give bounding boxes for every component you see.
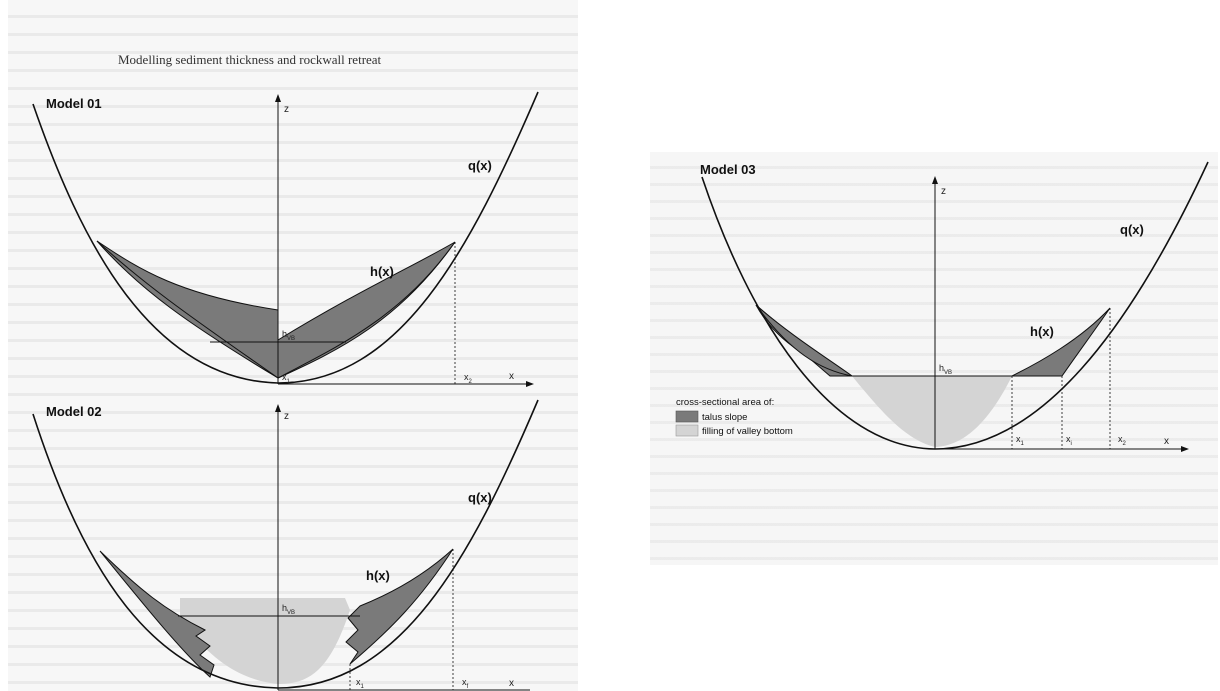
page-header: Modelling sediment thickness and rockwal… (118, 52, 382, 67)
model-02-z-arrow (275, 404, 281, 412)
legend-label-filling: filling of valley bottom (702, 426, 793, 437)
model-01-z-label: z (284, 104, 289, 115)
legend: cross-sectional area of: talus slope fil… (675, 397, 793, 437)
model-03-title: Model 03 (700, 162, 756, 177)
model-03-h-label: h(x) (1030, 324, 1054, 339)
legend-swatch-filling (675, 424, 699, 437)
legend-label-talus: talus slope (702, 412, 747, 423)
model-01-x2-label: x2 (464, 372, 473, 385)
model-02-talus-left (99, 550, 215, 678)
model-03: Model 03 q(x) h(x) z x hVB x1 xi x2 cros… (675, 161, 1209, 452)
model-01-q-label: q(x) (468, 158, 492, 173)
model-03-x-arrow (1181, 446, 1189, 452)
model-02-hvb-label: hVB (282, 603, 295, 616)
model-01-h-label: h(x) (370, 264, 394, 279)
model-03-filling (852, 376, 1012, 447)
model-03-xi-label: xi (1066, 434, 1072, 447)
legend-swatch-talus (675, 410, 699, 423)
model-03-talus-left-fill (755, 304, 853, 377)
model-03-x2-label: x2 (1118, 434, 1127, 447)
model-03-x1-label: x1 (1016, 434, 1025, 447)
model-02-x-label: x (509, 678, 514, 689)
model-02-z-label: z (284, 411, 289, 422)
model-01: Model 01 q(x) h(x) z x hVB x1 x2 (32, 91, 539, 387)
legend-title: cross-sectional area of: (676, 397, 774, 408)
model-01-talus-left (96, 240, 279, 379)
model-03-talus-right (1011, 307, 1111, 377)
model-03-z-arrow (932, 176, 938, 184)
model-02-talus-right (345, 548, 454, 665)
model-01-z-arrow (275, 94, 281, 102)
model-03-z-label: z (941, 186, 946, 197)
model-01-x-arrow (526, 381, 534, 387)
right-page-text-shadow (650, 152, 1218, 565)
model-02-xf-label: xf (462, 677, 469, 690)
model-02-x1-label: x1 (356, 677, 365, 690)
model-02-h-label: h(x) (366, 568, 390, 583)
model-01-talus-right (277, 241, 456, 379)
model-01-x-label: x (509, 371, 514, 382)
model-01-hvb-label: hVB (282, 329, 295, 342)
model-02-filling (180, 598, 350, 684)
model-02: Model 02 q(x) h(x) z x hVB x1 xf (32, 399, 539, 691)
model-02-title: Model 02 (46, 404, 102, 419)
model-03-hvb-label: hVB (939, 363, 952, 376)
model-01-x1-label: x1 (282, 372, 291, 385)
model-03-x-label: x (1164, 436, 1169, 447)
model-03-q-label: q(x) (1120, 222, 1144, 237)
right-page-background (650, 152, 1218, 565)
model-01-title: Model 01 (46, 96, 102, 111)
model-02-q-label: q(x) (468, 490, 492, 505)
